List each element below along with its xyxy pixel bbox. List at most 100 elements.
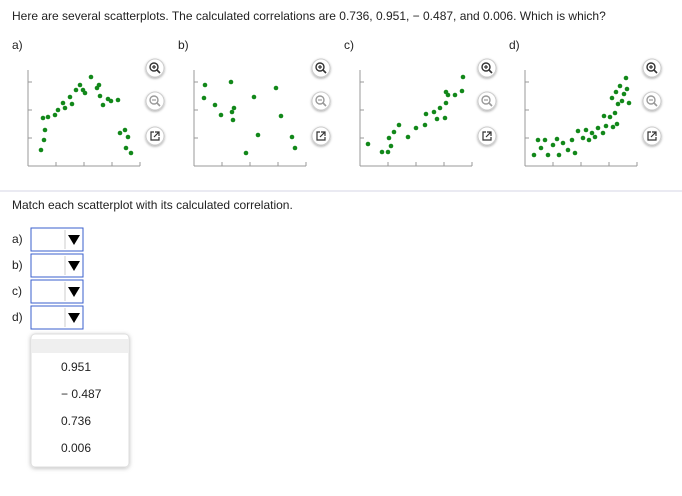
scatter-point (619, 98, 625, 104)
scatter-point (77, 82, 83, 88)
scatter-point (108, 98, 114, 104)
match-rows: a) b) c) d) (12, 227, 84, 330)
icon (646, 95, 656, 105)
scatter-point (554, 136, 560, 142)
scatter-point (228, 79, 234, 85)
button-bg (145, 58, 165, 78)
dropdown[interactable] (30, 305, 84, 330)
row-label: d) (12, 310, 23, 324)
button-bg (311, 58, 331, 78)
zoom-in-button[interactable] (477, 58, 497, 78)
scatter-point (55, 107, 61, 113)
plots: a) b) c) d) (12, 38, 662, 167)
row-label: c) (12, 284, 22, 298)
scatter-point (613, 89, 619, 95)
dropdown-box (30, 305, 84, 330)
scatter-point (100, 102, 106, 108)
icon (156, 102, 161, 107)
scatter-point (610, 124, 616, 130)
zoom-in-button[interactable] (311, 58, 331, 78)
zoom-out-button[interactable] (642, 91, 662, 111)
scatter-point (229, 109, 235, 115)
scatter-point (82, 90, 88, 96)
scatterplot (524, 70, 638, 167)
question: Here are several scatterplots. The calcu… (12, 9, 606, 23)
scatter-point (545, 152, 551, 158)
dropdown-option[interactable]: 0.006 (61, 441, 91, 455)
icon (315, 62, 325, 72)
dropdown-option[interactable]: − 0.487 (61, 387, 102, 401)
icon (488, 69, 493, 74)
dropdown[interactable] (30, 253, 84, 278)
scatter-point (115, 97, 121, 103)
dropdown-option[interactable]: 0.736 (61, 414, 91, 428)
scatter-point (413, 125, 419, 131)
zoom-out-button[interactable] (145, 91, 165, 111)
scatter-point (452, 92, 458, 98)
scatter-point (201, 95, 207, 101)
scatter-point (41, 137, 47, 143)
scatter-point (569, 137, 575, 143)
zoom-out-button[interactable] (477, 91, 497, 111)
scatter-point (431, 109, 437, 115)
icon (646, 62, 656, 72)
match-prompt: Match each scatterplot with its calculat… (12, 198, 293, 212)
scatter-point (609, 95, 615, 101)
open-button[interactable] (311, 126, 331, 146)
scatter-point (617, 83, 623, 89)
scatter-point (443, 100, 449, 106)
icon (156, 69, 161, 74)
open-button[interactable] (477, 126, 497, 146)
scatter-point (231, 105, 237, 111)
dropdown-option[interactable]: 0.951 (61, 360, 91, 374)
scatter-point (423, 111, 429, 117)
scatter-point (128, 150, 134, 156)
dropdown-arrow (68, 287, 80, 297)
zoom-in-button[interactable] (145, 58, 165, 78)
row-label: b) (12, 258, 23, 272)
zoom-in-button[interactable] (642, 58, 662, 78)
dropdown-arrow (68, 261, 80, 271)
scatterplot (359, 70, 473, 167)
icon (482, 131, 492, 141)
scatter-point (624, 86, 630, 92)
button-bg (642, 91, 662, 111)
scatter-point (422, 122, 428, 128)
scatter-point (621, 91, 627, 97)
scatter-point (88, 74, 94, 80)
open-button[interactable] (145, 126, 165, 146)
scatter-point (595, 125, 601, 131)
scatter-point (592, 134, 598, 140)
scatter-point (255, 132, 261, 138)
scatter-point (580, 135, 586, 141)
scatter-point (434, 116, 440, 122)
scatterplot (27, 70, 141, 167)
scatter-point (572, 150, 578, 156)
scatter-point (550, 142, 556, 148)
scatter-point (603, 123, 609, 129)
button-bg (477, 58, 497, 78)
icon (149, 62, 159, 72)
scatter-point (243, 150, 249, 156)
scatter-point (218, 112, 224, 118)
scatter-point (565, 147, 571, 153)
plot-label: c) (344, 38, 354, 52)
scatter-point (626, 100, 632, 106)
zoom-out-button[interactable] (311, 91, 331, 111)
dropdown[interactable] (30, 227, 84, 252)
scatter-point (40, 115, 46, 121)
scatter-point (531, 152, 537, 158)
scatter-point (405, 134, 411, 140)
scatter-point (62, 105, 68, 111)
button-bg (477, 91, 497, 111)
dropdown-box (30, 227, 84, 252)
scatter-point (38, 147, 44, 153)
dropdown[interactable] (30, 279, 84, 304)
scatter-point (52, 112, 58, 118)
scatter-point (379, 149, 385, 155)
scatter-point (396, 122, 402, 128)
dropdown-box (30, 253, 84, 278)
open-button[interactable] (642, 126, 662, 146)
plot-label: d) (509, 38, 520, 52)
